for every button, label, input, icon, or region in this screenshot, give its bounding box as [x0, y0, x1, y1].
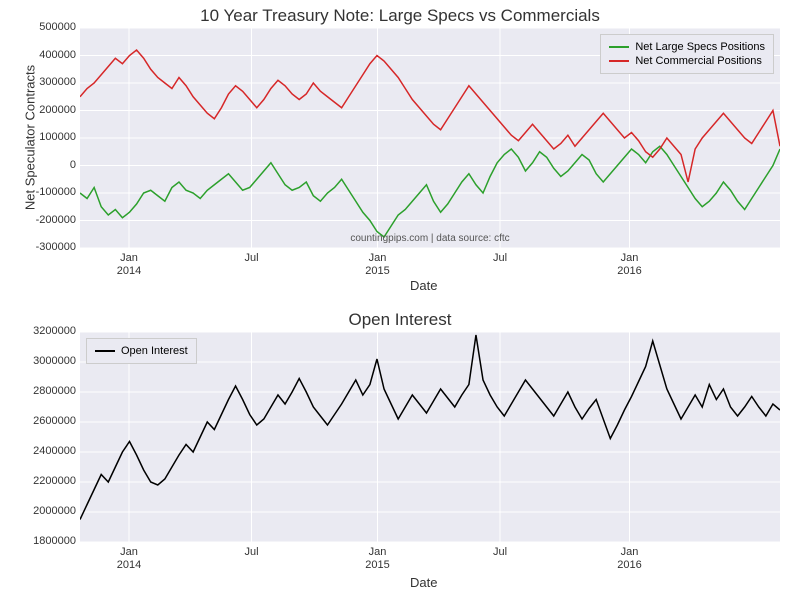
- chart1-annotation: countingpips.com | data source: cftc: [350, 233, 509, 244]
- ytick-label: 200000: [39, 104, 76, 116]
- xtick-label: Jan 2016: [610, 546, 650, 572]
- xtick-label: Jul: [232, 546, 272, 559]
- ytick-label: 400000: [39, 49, 76, 61]
- xtick-label: Jul: [480, 252, 520, 265]
- ytick-label: 3000000: [33, 355, 76, 367]
- legend-label-oi: Open Interest: [121, 345, 188, 357]
- chart2-plot-area: Open Interest: [80, 332, 780, 542]
- chart1-plot-area: Net Large Specs Positions Net Commercial…: [80, 28, 780, 248]
- chart1-title: 10 Year Treasury Note: Large Specs vs Co…: [0, 6, 800, 26]
- ytick-label: 500000: [39, 21, 76, 33]
- xtick-label: Jan 2015: [358, 546, 398, 572]
- ytick-label: -300000: [36, 241, 76, 253]
- chart2-legend: Open Interest: [86, 338, 197, 364]
- chart1-legend: Net Large Specs Positions Net Commercial…: [600, 34, 774, 74]
- legend-item-oi: Open Interest: [95, 345, 188, 357]
- ytick-label: 300000: [39, 76, 76, 88]
- legend-line-specs: [609, 46, 629, 48]
- legend-item-commercial: Net Commercial Positions: [609, 55, 765, 67]
- legend-line-oi: [95, 350, 115, 352]
- ytick-label: 2800000: [33, 385, 76, 397]
- chart1-xlabel: Date: [410, 278, 437, 293]
- ytick-label: -100000: [36, 186, 76, 198]
- legend-line-commercial: [609, 60, 629, 62]
- ytick-label: 2400000: [33, 445, 76, 457]
- xtick-label: Jan 2015: [358, 252, 398, 278]
- xtick-label: Jan 2014: [109, 546, 149, 572]
- ytick-label: 3200000: [33, 325, 76, 337]
- ytick-label: 2000000: [33, 505, 76, 517]
- ytick-label: -200000: [36, 214, 76, 226]
- xtick-label: Jan 2016: [610, 252, 650, 278]
- legend-label-commercial: Net Commercial Positions: [635, 55, 762, 67]
- ytick-label: 100000: [39, 131, 76, 143]
- ytick-label: 2600000: [33, 415, 76, 427]
- xtick-label: Jan 2014: [109, 252, 149, 278]
- ytick-label: 1800000: [33, 535, 76, 547]
- legend-item-specs: Net Large Specs Positions: [609, 41, 765, 53]
- legend-label-specs: Net Large Specs Positions: [635, 41, 765, 53]
- ytick-label: 2200000: [33, 475, 76, 487]
- chart2-xlabel: Date: [410, 575, 437, 590]
- xtick-label: Jul: [232, 252, 272, 265]
- xtick-label: Jul: [480, 546, 520, 559]
- chart2-title: Open Interest: [0, 310, 800, 330]
- ytick-label: 0: [70, 159, 76, 171]
